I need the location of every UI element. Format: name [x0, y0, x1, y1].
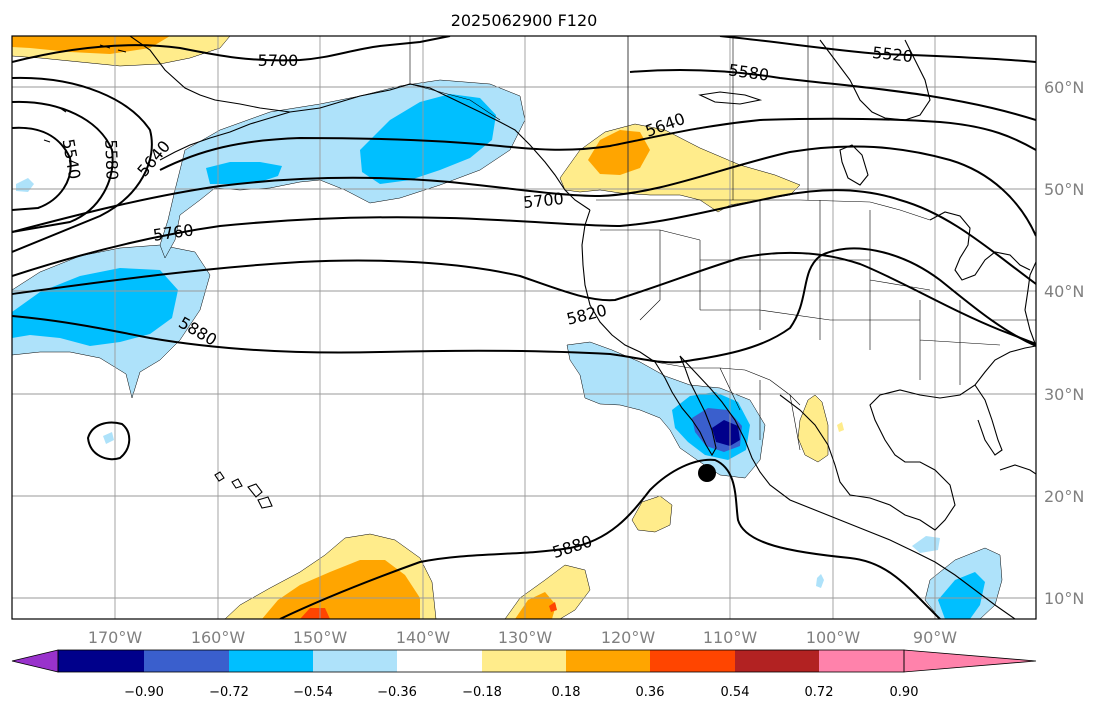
negative-anomaly-gulf-small [206, 162, 282, 184]
lat-label-50n: 50°N [1044, 180, 1084, 199]
colorbar-tick-label: −0.72 [209, 685, 249, 700]
contour-label-5700-mid: 5700 [522, 189, 564, 212]
negative-anomaly-baja-max [712, 420, 740, 446]
lat-label-30n: 30°N [1044, 385, 1084, 404]
storm-center-marker [698, 464, 716, 482]
map-title: 2025062900 F120 [451, 11, 598, 30]
colorbar-swatch [566, 650, 650, 672]
contour-label-5520: 5520 [871, 43, 913, 66]
colorbar-tick-label: −0.36 [377, 685, 417, 700]
coastline-canada-north [698, 91, 763, 105]
lon-label-160w: 160°W [191, 628, 246, 647]
contour-5820 [12, 251, 1036, 345]
negative-anomaly-central-america-core [938, 572, 985, 619]
coastline-great-lakes [929, 211, 1031, 281]
positive-anomaly-gulf-mexico [797, 394, 829, 463]
contour-5580-west [12, 100, 114, 233]
contour-5700-mid [12, 145, 1036, 237]
lat-label-60n: 60°N [1044, 78, 1084, 97]
lon-label-140w: 140°W [396, 628, 451, 647]
height-contours [12, 36, 1036, 619]
contour-5540-closed [12, 126, 72, 211]
coastline-us-east [1024, 261, 1036, 347]
lon-label-120w: 120°W [601, 628, 656, 647]
negative-anomaly-caribbean-small [912, 536, 940, 553]
contour-label-5580-west: 5580 [101, 139, 121, 180]
coastline-gulf-mexico [779, 345, 1036, 531]
contour-5880 [12, 247, 1036, 364]
colorbar-tick-label: 0.36 [636, 685, 665, 700]
political-borders [409, 36, 1036, 451]
contour-5640 [159, 117, 1036, 171]
coastline-mexico-west [679, 355, 1016, 619]
colorbar-extend-low [12, 650, 58, 672]
colorbar-swatch [482, 650, 566, 672]
coastline-alaska-peninsula [159, 111, 291, 161]
contour-label-5700-north: 5700 [258, 51, 299, 70]
border-us-canada [596, 199, 931, 221]
border-us-states [600, 200, 1036, 385]
colorbar-swatch [650, 650, 735, 672]
coastline-florida [974, 384, 1003, 456]
colorbar-tick-label: 0.54 [721, 685, 750, 700]
positive-anomaly-south-central-pacific-max [300, 608, 330, 619]
contour-5640-west [12, 76, 153, 253]
colorbar-tick-label: 0.18 [552, 685, 581, 700]
coastline-hawaii [214, 471, 273, 509]
positive-anomaly-eastern-pacific [631, 495, 673, 533]
colorbar-swatch [735, 650, 819, 672]
lon-label-150w: 150°W [293, 628, 348, 647]
colorbar-swatch [229, 650, 313, 672]
colorbar-swatch [313, 650, 397, 672]
positive-anomaly-mexico-small [837, 422, 844, 432]
colorbar-swatch [58, 650, 144, 672]
colorbar-tick-label: −0.90 [124, 685, 164, 700]
colorbar: −0.90 −0.72 −0.54 −0.36 −0.18 0.18 0.36 … [11, 649, 1037, 700]
positive-anomaly-arctic-core [12, 36, 170, 54]
map-frame [11, 35, 1037, 620]
border-alaska-canada [409, 36, 501, 121]
lat-label-40n: 40°N [1044, 282, 1084, 301]
lon-label-110w: 110°W [703, 628, 758, 647]
lon-label-100w: 100°W [806, 628, 861, 647]
colorbar-swatch [144, 650, 229, 672]
colorbar-tick-label: 0.90 [890, 685, 919, 700]
contour-5580 [629, 69, 1036, 121]
positive-anomaly-south-central-pacific-core [262, 560, 420, 619]
lon-label-170w: 170°W [88, 628, 143, 647]
contour-5760 [12, 189, 1036, 285]
map-area: 5700 5520 5580 5640 5580 5540 5640 5700 … [12, 36, 1036, 619]
contour-5880-closed-small [86, 421, 131, 461]
colorbar-tick-label: −0.54 [293, 685, 333, 700]
latitude-labels: 60°N 50°N 40°N 30°N 20°N 10°N [1044, 78, 1084, 608]
colorbar-swatch [819, 650, 904, 672]
colorbar-tick-labels: −0.90 −0.72 −0.54 −0.36 −0.18 0.18 0.36 … [124, 685, 918, 700]
negative-anomaly-pacific-small [816, 574, 824, 588]
coastline-cuba [999, 464, 1036, 475]
coastline-alaska [129, 36, 591, 211]
contour-5520 [719, 36, 1036, 63]
negative-anomaly-far-west-small [16, 178, 34, 192]
contour-5700 [12, 36, 451, 63]
colorbar-extend-high [904, 650, 1036, 672]
contour-5880-south [279, 458, 941, 619]
border-mexico-states [719, 367, 801, 451]
lat-label-10n: 10°N [1044, 589, 1084, 608]
coastline-baja [654, 355, 717, 457]
coastline-us-west [581, 209, 656, 363]
lon-label-90w: 90°W [913, 628, 957, 647]
colorbar-swatch [397, 650, 482, 672]
positive-anomaly-south-pacific-east-max [549, 602, 557, 612]
colorbar-tick-label: 0.72 [805, 685, 834, 700]
lat-label-20n: 20°N [1044, 487, 1084, 506]
lon-label-130w: 130°W [498, 628, 553, 647]
negative-anomaly-hawaii-north-small [103, 432, 114, 444]
colorbar-tick-label: −0.18 [462, 685, 502, 700]
longitude-labels: 170°W 160°W 150°W 140°W 130°W 120°W 110°… [88, 628, 957, 647]
negative-anomaly-alaska-core [360, 94, 496, 184]
